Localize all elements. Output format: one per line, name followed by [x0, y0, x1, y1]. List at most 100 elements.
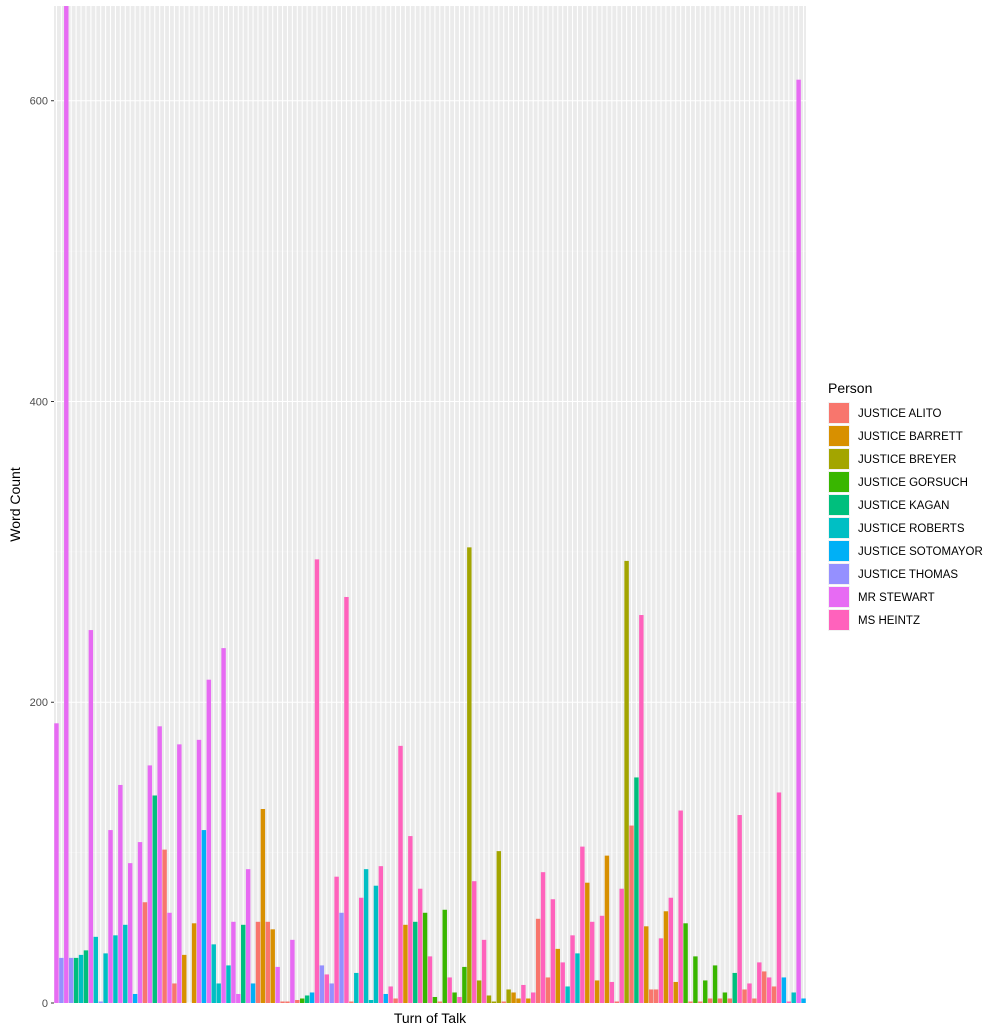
- bar: [226, 965, 231, 1003]
- bar: [236, 993, 241, 1003]
- legend-label: JUSTICE GORSUCH: [858, 477, 968, 489]
- bar: [639, 615, 644, 1003]
- bar: [771, 986, 777, 1003]
- bar: [432, 996, 438, 1003]
- legend-label: MS HEINTZ: [858, 615, 920, 627]
- bar: [157, 726, 162, 1003]
- bar: [270, 929, 275, 1003]
- legend-label: JUSTICE ALITO: [858, 408, 942, 420]
- bar: [137, 842, 143, 1003]
- legend-label: MR STEWART: [858, 592, 935, 604]
- bar: [648, 989, 654, 1003]
- y-axis-title: Word Count: [7, 467, 23, 542]
- bar: [54, 723, 59, 1003]
- bar: [570, 935, 575, 1003]
- bar: [304, 995, 310, 1003]
- bar: [354, 972, 359, 1003]
- y-tick-label: 400: [30, 396, 48, 408]
- bar: [403, 924, 408, 1003]
- bar: [658, 938, 664, 1003]
- legend-swatch: [829, 587, 849, 607]
- bar: [629, 825, 634, 1003]
- legend-swatch: [829, 426, 849, 446]
- bar: [113, 935, 118, 1003]
- bar: [358, 897, 364, 1003]
- bar: [334, 876, 339, 1003]
- bar: [634, 777, 639, 1003]
- bar: [752, 998, 757, 1003]
- bar: [457, 996, 462, 1003]
- bar: [147, 765, 153, 1003]
- bar: [516, 998, 521, 1003]
- bar: [442, 909, 447, 1003]
- bar: [221, 648, 226, 1003]
- bar: [707, 998, 713, 1003]
- bar: [290, 939, 295, 1003]
- y-axis: 0 200 400 600: [30, 96, 54, 1010]
- legend-label: JUSTICE KAGAN: [858, 500, 949, 512]
- bar: [540, 872, 546, 1003]
- bar: [668, 897, 674, 1003]
- bar: [93, 936, 98, 1003]
- bar: [378, 866, 384, 1003]
- bar: [609, 981, 615, 1003]
- bar: [349, 1001, 354, 1003]
- bar: [521, 984, 526, 1003]
- bar: [644, 926, 649, 1003]
- bar: [265, 921, 271, 1003]
- bar: [255, 921, 261, 1003]
- bar: [526, 998, 531, 1003]
- bar: [275, 966, 280, 1003]
- bar: [427, 956, 433, 1003]
- bar: [309, 992, 315, 1003]
- bar: [791, 992, 796, 1003]
- bar: [73, 957, 79, 1003]
- bar: [472, 881, 477, 1003]
- bar: [324, 974, 329, 1003]
- bar: [447, 977, 452, 1003]
- bars: [54, 6, 806, 1004]
- bar: [511, 992, 516, 1003]
- bar: [393, 998, 398, 1003]
- bar: [201, 830, 207, 1003]
- bar: [786, 1001, 792, 1003]
- legend-title: Person: [828, 380, 872, 396]
- bar: [467, 547, 472, 1003]
- x-axis-title: Turn of Talk: [394, 1010, 467, 1026]
- bar: [250, 983, 256, 1003]
- bar: [211, 944, 216, 1003]
- legend-swatch: [829, 403, 849, 423]
- bar: [437, 1001, 443, 1003]
- bar: [83, 950, 89, 1003]
- bar: [565, 986, 570, 1003]
- bar: [506, 989, 511, 1003]
- bar: [118, 784, 123, 1003]
- bar: [285, 1001, 290, 1003]
- bar: [98, 1001, 103, 1003]
- bar: [481, 939, 487, 1003]
- bar: [196, 739, 202, 1003]
- bar: [594, 980, 600, 1003]
- bar: [535, 918, 541, 1003]
- bar: [78, 954, 84, 1003]
- bar: [368, 999, 374, 1003]
- bar: [678, 810, 683, 1003]
- bar: [604, 855, 610, 1003]
- bar: [373, 885, 379, 1003]
- y-tick-label: 200: [30, 697, 48, 709]
- legend-label: JUSTICE THOMAS: [858, 569, 958, 581]
- bar: [132, 993, 138, 1003]
- bar: [363, 869, 369, 1003]
- bar: [663, 911, 669, 1003]
- bar: [314, 559, 320, 1003]
- bar: [413, 921, 418, 1003]
- legend-swatch: [829, 495, 849, 515]
- bar: [737, 815, 742, 1003]
- bar: [496, 851, 502, 1003]
- bar: [599, 915, 605, 1003]
- bar: [417, 888, 423, 1003]
- bar: [339, 912, 344, 1003]
- bar: [683, 923, 688, 1003]
- bar: [550, 899, 556, 1003]
- bar: [127, 863, 133, 1003]
